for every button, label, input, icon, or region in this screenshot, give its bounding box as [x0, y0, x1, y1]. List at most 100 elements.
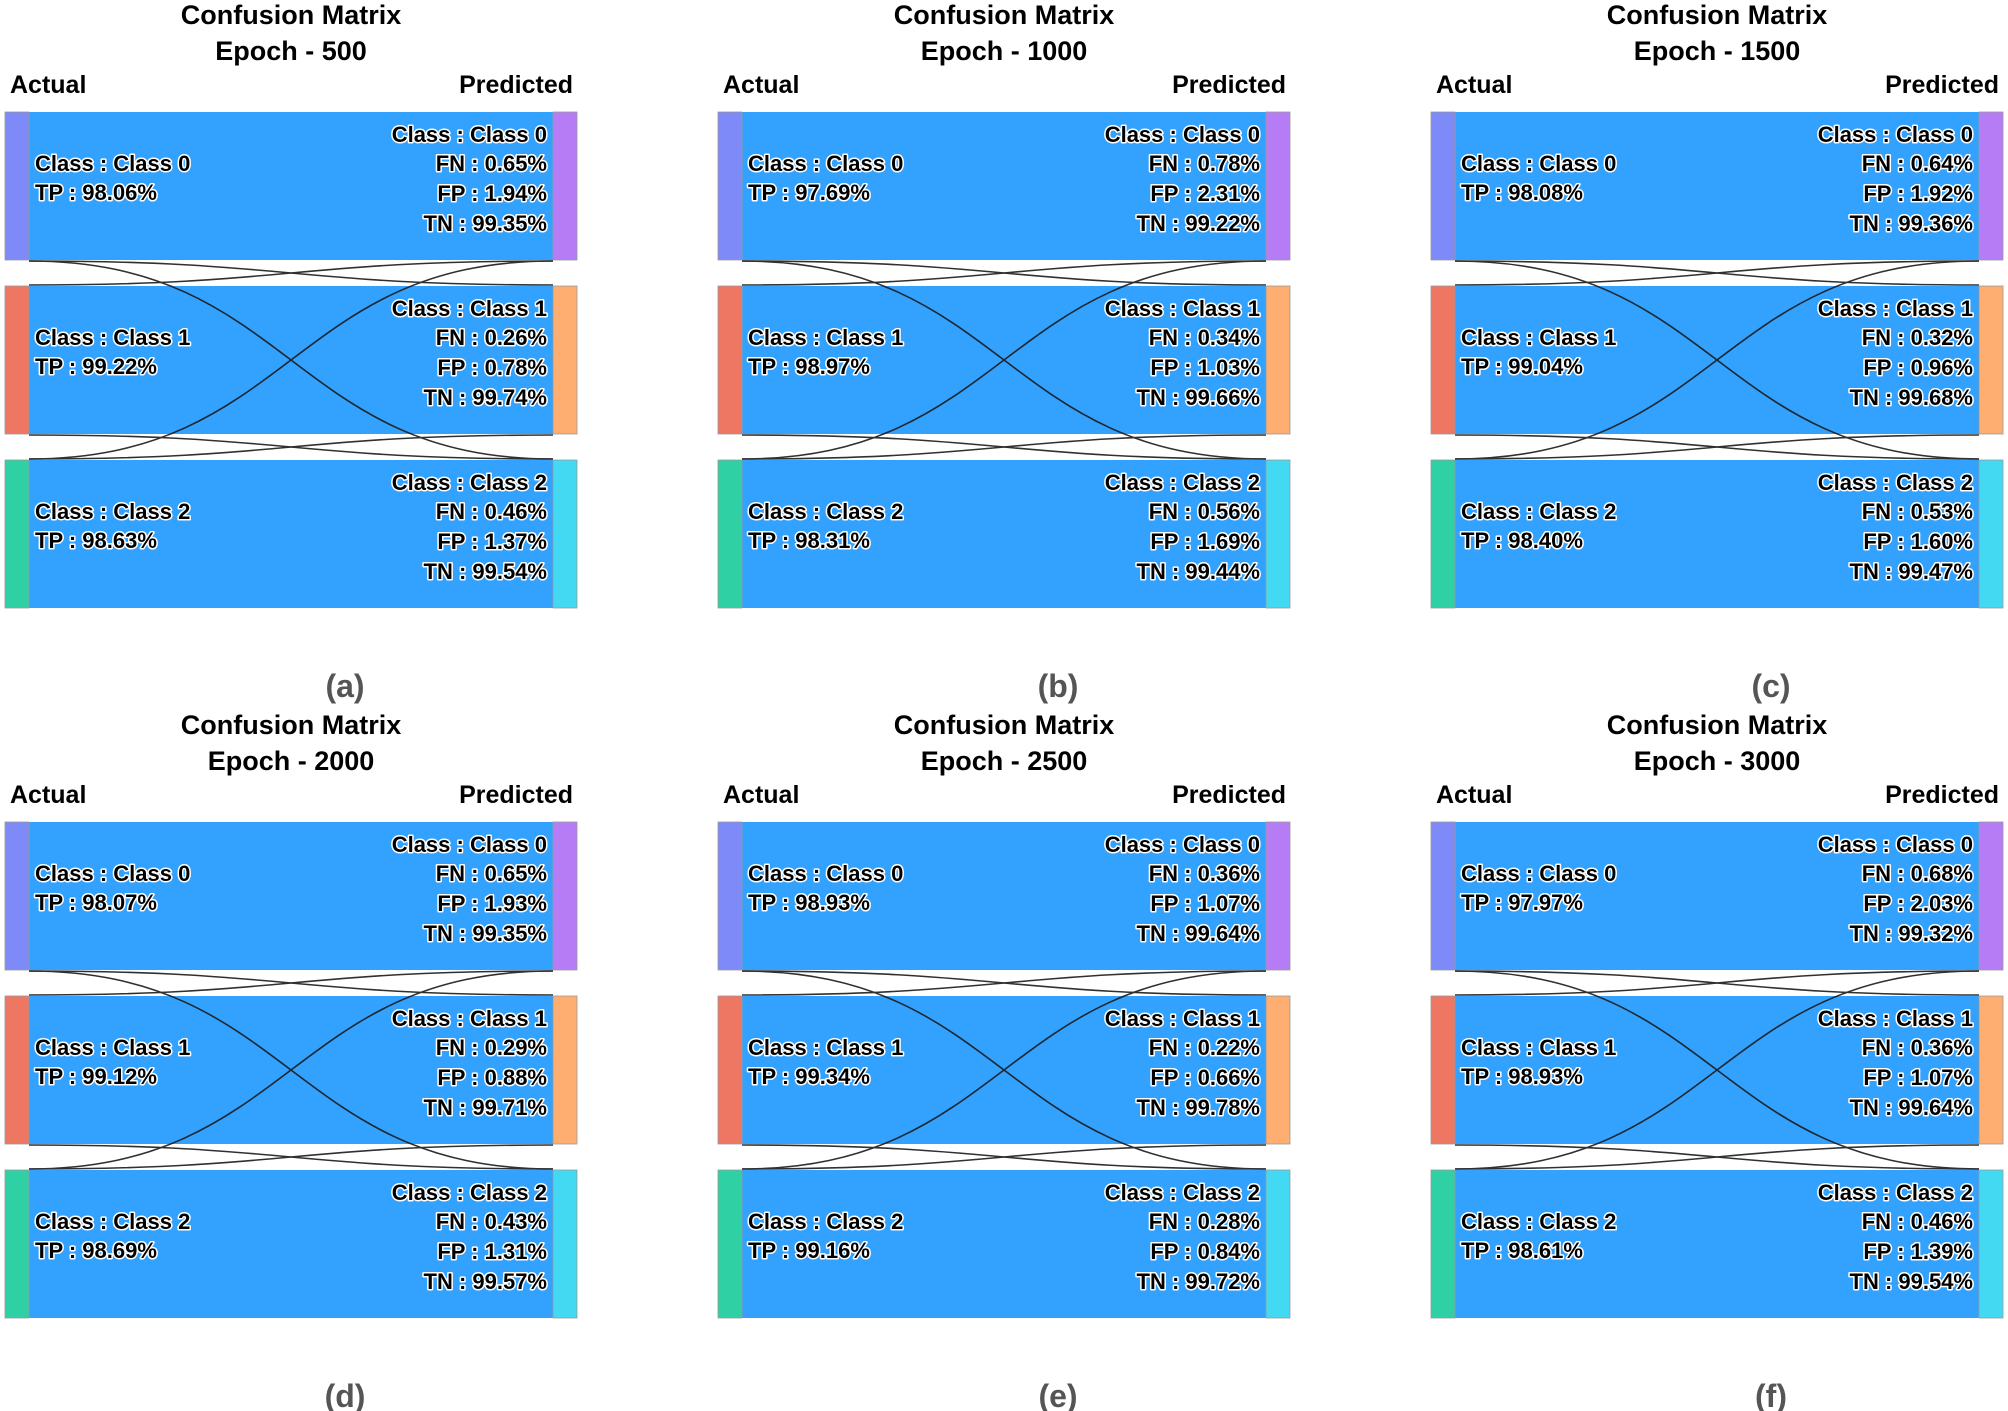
actual-label-class-2: Class : Class 2 TP : 98.69% [34, 1208, 192, 1265]
actual-label-class-0: Class : Class 0 TP : 98.07% [34, 860, 192, 917]
predicted-label-class-1: Class : Class 1 FN : 0.22% FP : 0.66% TN : … [1103, 1005, 1261, 1122]
tn-value: TN : 99.22% [1137, 211, 1261, 236]
fn-value: FN : 0.68% [1862, 861, 1973, 886]
predicted-label-class-2: Class : Class 2 FN : 0.56% FP : 1.69% TN : … [1103, 469, 1261, 586]
fp-value: FP : 1.07% [1863, 1065, 1973, 1090]
predicted-class-name: Class : Class 1 [1105, 1006, 1260, 1031]
actual-class-name: Class : Class 1 [35, 1035, 190, 1060]
tn-value: TN : 99.74% [424, 385, 548, 410]
fn-value: FN : 0.46% [436, 499, 547, 524]
actual-node-class-1 [717, 995, 743, 1145]
predicted-node-class-0 [1265, 111, 1291, 261]
tp-value: TP : 97.69% [748, 180, 870, 205]
fp-value: FP : 1.39% [1863, 1239, 1973, 1264]
panel-b: Confusion Matrix Epoch - 1000 Actual Predic… [717, 0, 1291, 704]
actual-label-class-1: Class : Class 1 TP : 99.34% [747, 1034, 905, 1091]
predicted-label-class-0: Class : Class 0 FN : 0.65% FP : 1.93% TN : … [390, 831, 548, 948]
link-class-2-to-class-1 [741, 1144, 1267, 1170]
actual-label-class-0: Class : Class 0 TP : 98.06% [34, 150, 192, 207]
tp-band-class-2 [29, 1170, 553, 1318]
actual-class-name: Class : Class 0 [748, 151, 903, 176]
predicted-axis-label: Predicted [1885, 71, 1999, 99]
actual-node-class-0 [1430, 821, 1456, 971]
tp-value: TP : 98.69% [35, 1238, 157, 1263]
actual-class-name: Class : Class 0 [748, 861, 903, 886]
link-class-2-to-class-1 [1454, 1144, 1980, 1170]
predicted-label-class-2: Class : Class 2 FN : 0.46% FP : 1.37% TN : … [390, 469, 548, 586]
predicted-axis-label: Predicted [1172, 71, 1286, 99]
fp-value: FP : 1.31% [437, 1239, 547, 1264]
predicted-node-class-2 [1265, 459, 1291, 609]
misclassification-links [741, 260, 1267, 460]
predicted-node-class-0 [1978, 821, 2004, 971]
actual-class-name: Class : Class 2 [35, 1209, 190, 1234]
fn-value: FN : 0.34% [1149, 325, 1260, 350]
actual-class-name: Class : Class 0 [35, 151, 190, 176]
tn-value: TN : 99.57% [424, 1269, 548, 1294]
predicted-class-name: Class : Class 0 [1818, 832, 1973, 857]
actual-class-name: Class : Class 2 [1461, 499, 1616, 524]
tp-value: TP : 99.12% [35, 1064, 157, 1089]
actual-label-class-1: Class : Class 1 TP : 99.04% [1460, 324, 1618, 381]
fn-value: FN : 0.56% [1149, 499, 1260, 524]
panel-f: Confusion Matrix Epoch - 3000 Actual Predic… [1430, 710, 2004, 1411]
actual-label-class-2: Class : Class 2 TP : 98.61% [1460, 1208, 1618, 1265]
actual-label-class-1: Class : Class 1 TP : 98.97% [747, 324, 905, 381]
predicted-node-class-1 [1978, 285, 2004, 435]
tp-band-class-0 [1455, 112, 1979, 260]
panel-caption: (c) [1751, 668, 1790, 704]
actual-node-class-0 [717, 111, 743, 261]
fn-value: FN : 0.64% [1862, 151, 1973, 176]
predicted-node-class-0 [1978, 111, 2004, 261]
panel-subtitle: Epoch - 2500 [921, 746, 1088, 776]
link-class-1-to-class-0 [28, 970, 554, 996]
misclassification-links [28, 970, 554, 1170]
fp-value: FP : 1.07% [1150, 891, 1260, 916]
actual-label-class-2: Class : Class 2 TP : 99.16% [747, 1208, 905, 1265]
predicted-label-class-1: Class : Class 1 FN : 0.26% FP : 0.78% TN : … [390, 295, 548, 412]
tp-band-class-0 [742, 822, 1266, 970]
fp-value: FP : 0.66% [1150, 1065, 1260, 1090]
panel-subtitle: Epoch - 1500 [1634, 36, 1801, 66]
panel-title: Confusion Matrix [1607, 0, 1828, 30]
fn-value: FN : 0.22% [1149, 1035, 1260, 1060]
fp-value: FP : 1.92% [1863, 181, 1973, 206]
predicted-axis-label: Predicted [459, 781, 573, 809]
actual-label-class-2: Class : Class 2 TP : 98.63% [34, 498, 192, 555]
fn-value: FN : 0.26% [436, 325, 547, 350]
actual-label-class-2: Class : Class 2 TP : 98.31% [747, 498, 905, 555]
predicted-label-class-0: Class : Class 0 FN : 0.64% FP : 1.92% TN : … [1816, 121, 1974, 238]
tp-value: TP : 98.61% [1461, 1238, 1583, 1263]
predicted-label-class-2: Class : Class 2 FN : 0.53% FP : 1.60% TN : … [1816, 469, 1974, 586]
predicted-node-class-2 [1978, 1169, 2004, 1319]
predicted-axis-label: Predicted [1172, 781, 1286, 809]
tp-value: TP : 98.06% [35, 180, 157, 205]
fp-value: FP : 1.60% [1863, 529, 1973, 554]
tp-value: TP : 97.97% [1461, 890, 1583, 915]
tn-value: TN : 99.68% [1850, 385, 1974, 410]
tp-value: TP : 98.97% [748, 354, 870, 379]
actual-class-name: Class : Class 2 [1461, 1209, 1616, 1234]
panel-caption: (a) [325, 668, 364, 704]
link-class-2-to-class-0 [1454, 260, 1980, 460]
tp-value: TP : 99.04% [1461, 354, 1583, 379]
panel-caption: (f) [1755, 1378, 1787, 1411]
actual-label-class-0: Class : Class 0 TP : 98.93% [747, 860, 905, 917]
tp-band-class-0 [29, 112, 553, 260]
actual-axis-label: Actual [1436, 71, 1512, 99]
fn-value: FN : 0.78% [1149, 151, 1260, 176]
actual-class-name: Class : Class 2 [35, 499, 190, 524]
predicted-node-class-0 [1265, 821, 1291, 971]
tp-band-class-0 [742, 112, 1266, 260]
predicted-node-class-2 [1265, 1169, 1291, 1319]
actual-label-class-1: Class : Class 1 TP : 99.22% [34, 324, 192, 381]
tn-value: TN : 99.32% [1850, 921, 1974, 946]
fp-value: FP : 1.94% [437, 181, 547, 206]
tp-band-class-0 [29, 822, 553, 970]
predicted-label-class-1: Class : Class 1 FN : 0.32% FP : 0.96% TN : … [1816, 295, 1974, 412]
predicted-class-name: Class : Class 2 [392, 470, 547, 495]
predicted-class-name: Class : Class 0 [392, 122, 547, 147]
tn-value: TN : 99.71% [424, 1095, 548, 1120]
fn-value: FN : 0.65% [436, 861, 547, 886]
